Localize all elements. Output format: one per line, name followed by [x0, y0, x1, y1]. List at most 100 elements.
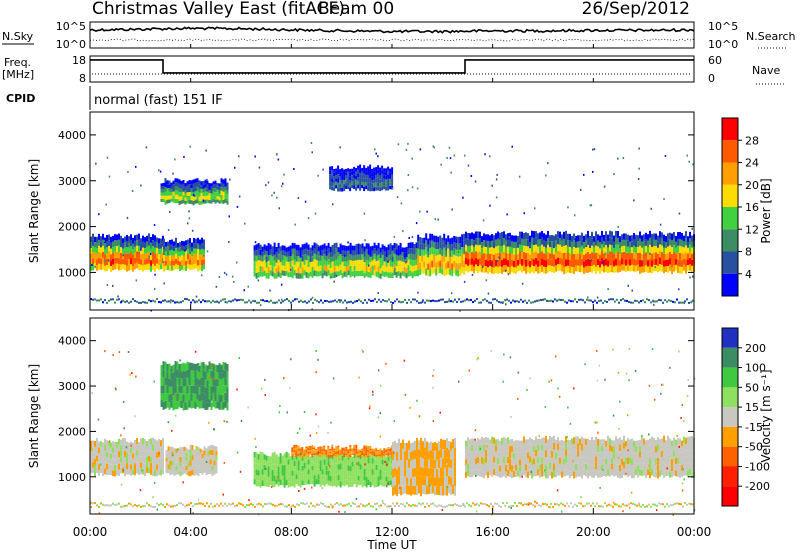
- heatmap-cell: [341, 450, 344, 452]
- heatmap-cell: [257, 260, 260, 267]
- heatmap-cell: [313, 463, 316, 470]
- heatmap-cell: [436, 460, 438, 469]
- heatmap-cell: [583, 248, 585, 255]
- heatmap-cell: [389, 254, 392, 261]
- heatmap-cell: [138, 469, 140, 475]
- heatmap-cell: [214, 401, 217, 409]
- scatter-cell: [593, 148, 596, 151]
- heatmap-cell: [431, 260, 434, 268]
- ground-cell: [632, 301, 634, 304]
- heatmap-cell: [192, 179, 195, 184]
- heatmap-cell: [138, 447, 140, 454]
- scatter-cell: [269, 289, 271, 292]
- heatmap-cell: [675, 264, 677, 271]
- heatmap-cell: [571, 260, 573, 267]
- heatmap-cell: [192, 196, 195, 201]
- scatter-cell: [534, 500, 536, 503]
- heatmap-cell: [257, 480, 260, 487]
- heatmap-cell: [424, 456, 426, 467]
- heatmap-cell: [485, 449, 487, 457]
- heatmap-cell: [303, 479, 306, 485]
- scatter-cell: [193, 300, 196, 303]
- scatter-cell: [229, 178, 231, 181]
- scatter-cell: [418, 240, 421, 243]
- heatmap-cell: [179, 247, 181, 252]
- heatmap-cell: [379, 268, 382, 274]
- heatmap-cell: [295, 464, 298, 470]
- heatmap-cell: [493, 261, 495, 268]
- heatmap-cell: [371, 270, 374, 276]
- heatmap-cell: [527, 233, 529, 240]
- heatmap-cell: [615, 251, 617, 259]
- heatmap-cell: [404, 451, 406, 460]
- heatmap-cell: [189, 253, 191, 260]
- heatmap-cell: [623, 233, 625, 240]
- heatmap-cell: [210, 378, 213, 387]
- heatmap-cell: [511, 266, 513, 273]
- heatmap-cell: [435, 269, 438, 276]
- heatmap-cell: [191, 450, 194, 455]
- heatmap-cell: [186, 401, 189, 410]
- scatter-cell: [407, 174, 410, 176]
- heatmap-cell: [529, 248, 531, 255]
- heatmap-cell: [218, 363, 221, 371]
- heatmap-cell: [315, 254, 318, 260]
- colorbar-tick-label: 24: [745, 157, 759, 170]
- heatmap-cell: [487, 247, 489, 255]
- heatmap-cell: [165, 465, 168, 470]
- heatmap-cell: [297, 267, 300, 274]
- heatmap-cell: [477, 266, 479, 273]
- heatmap-cell: [331, 475, 334, 481]
- heatmap-cell: [385, 186, 388, 191]
- heatmap-cell: [405, 252, 408, 258]
- heatmap-cell: [655, 239, 657, 246]
- heatmap-cell: [647, 234, 649, 241]
- heatmap-cell: [627, 234, 629, 241]
- heatmap-cell: [313, 242, 316, 249]
- heatmap-cell: [199, 456, 202, 461]
- heatmap-cell: [169, 265, 171, 272]
- heatmap-cell: [90, 265, 92, 271]
- heatmap-cell: [263, 475, 266, 481]
- heatmap-cell: [467, 443, 469, 451]
- heatmap-cell: [363, 251, 366, 257]
- heatmap-cell: [98, 452, 100, 459]
- heatmap-cell: [369, 448, 372, 451]
- heatmap-cell: [375, 261, 378, 267]
- heatmap-cell: [442, 476, 444, 487]
- heatmap-cell: [126, 458, 128, 464]
- heatmap-cell: [193, 449, 196, 454]
- heatmap-cell: [196, 392, 199, 400]
- heatmap-cell: [629, 445, 631, 452]
- heatmap-cell: [309, 271, 312, 277]
- heatmap-cell: [395, 272, 398, 278]
- heatmap-cell: [559, 251, 561, 258]
- heatmap-cell: [339, 248, 342, 255]
- heatmap-cell: [485, 247, 487, 254]
- ground-cell: [598, 300, 600, 303]
- heatmap-cell: [589, 470, 591, 477]
- heatmap-cell: [379, 451, 382, 454]
- scatter-cell: [171, 429, 173, 432]
- ground-cell: [274, 301, 276, 304]
- heatmap-cell: [321, 454, 324, 456]
- heatmap-cell: [442, 486, 444, 496]
- heatmap-cell: [337, 447, 340, 450]
- heatmap-cell: [651, 266, 653, 274]
- heatmap-cell: [305, 266, 308, 272]
- heatmap-cell: [196, 377, 199, 386]
- scatter-cell: [297, 197, 300, 199]
- heatmap-cell: [200, 181, 203, 186]
- heatmap-cell: [191, 470, 194, 475]
- scatter-cell: [158, 452, 160, 455]
- heatmap-cell: [102, 251, 104, 258]
- heatmap-cell: [567, 457, 569, 464]
- heatmap-cell: [186, 192, 189, 196]
- heatmap-cell: [479, 258, 481, 265]
- scatter-cell: [439, 411, 441, 414]
- y-tick-label: 4000: [58, 129, 86, 142]
- heatmap-cell: [319, 470, 322, 477]
- heatmap-cell: [138, 233, 140, 240]
- heatmap-cell: [359, 456, 362, 458]
- heatmap-cell: [625, 469, 627, 476]
